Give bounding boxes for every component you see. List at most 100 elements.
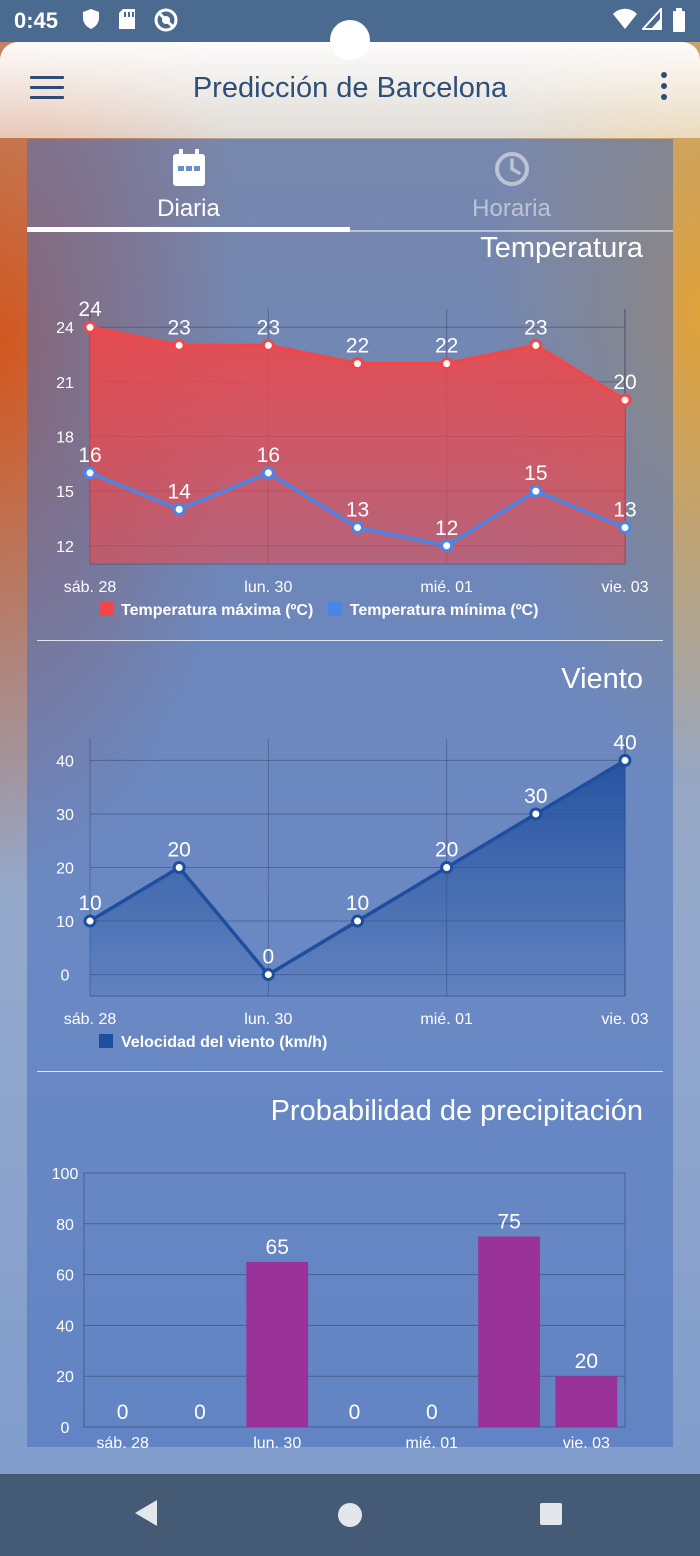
data-label: 24 <box>78 298 102 321</box>
data-point <box>440 539 454 553</box>
forecast-panel: Diaria Horaria Temperatura 12 15 18 21 24 sáb… <box>27 139 673 1452</box>
data-label: 12 <box>435 517 458 540</box>
hamburger-icon-line <box>30 96 64 99</box>
precipitation-bar <box>478 1236 540 1427</box>
series-area-primary <box>90 327 625 564</box>
battery-icon <box>673 8 685 32</box>
wind-legend: Velocidad del viento (km/h) <box>99 1034 327 1052</box>
series-area-primary <box>90 760 625 996</box>
legend-swatch-max <box>99 602 113 616</box>
y-tick-label: 21 <box>56 375 74 392</box>
bar-value-label: 0 <box>426 1401 438 1424</box>
y-tick-label: 30 <box>56 807 74 824</box>
legend-label-max: Temperatura máxima (ºC) <box>121 602 314 619</box>
temperature-title: Temperatura <box>480 232 643 264</box>
tab-hourly-label: Horaria <box>472 195 551 222</box>
y-tick-label: 40 <box>56 1318 74 1335</box>
status-bar: 0:45 <box>0 0 700 42</box>
data-point <box>529 807 543 821</box>
app-header: Predicción de Barcelona <box>0 42 700 138</box>
data-label: 23 <box>167 316 190 339</box>
shield-icon <box>83 9 99 29</box>
y-tick-label: 80 <box>56 1217 74 1234</box>
data-label: 0 <box>262 946 274 969</box>
home-button[interactable] <box>337 1502 363 1528</box>
recents-button[interactable] <box>539 1502 563 1526</box>
x-tick-label: mié. 01 <box>406 1435 459 1452</box>
tab-indicator <box>27 227 350 232</box>
data-point <box>261 968 275 982</box>
signal-icon <box>642 8 662 30</box>
data-point <box>83 320 97 334</box>
precipitation-chart: 0 20 40 60 80 100 0 0 65 0 0 75 20 sáb. 28 lun. 30 mié.… <box>52 1166 626 1452</box>
do-not-disturb-icon <box>154 8 178 32</box>
bar-value-label: 20 <box>575 1350 598 1373</box>
more-options-button[interactable] <box>658 72 670 106</box>
legend-swatch-min <box>327 602 342 616</box>
data-point <box>440 357 454 371</box>
more-vertical-icon-dot <box>661 94 667 100</box>
data-point <box>172 338 186 352</box>
data-point <box>261 466 275 480</box>
menu-button[interactable] <box>30 76 64 104</box>
bar-value-label: 0 <box>194 1401 206 1424</box>
data-label: 15 <box>524 462 547 485</box>
data-label: 20 <box>613 371 636 394</box>
y-tick-label: 20 <box>56 861 74 878</box>
section-divider <box>37 1071 663 1072</box>
data-point <box>618 393 632 407</box>
wind-title: Viento <box>561 663 643 695</box>
bar-value-label: 75 <box>497 1211 520 1234</box>
more-vertical-icon-dot <box>661 83 667 89</box>
data-label: 30 <box>524 785 547 808</box>
legend-label-wind: Velocidad del viento (km/h) <box>121 1034 328 1051</box>
data-label: 10 <box>78 892 101 915</box>
y-tick-label: 12 <box>56 539 74 556</box>
y-tick-label: 0 <box>61 1420 70 1437</box>
tab-divider <box>350 230 673 232</box>
x-tick-label: lun. 30 <box>244 1011 292 1028</box>
temperature-chart: 12 15 18 21 24 sáb. 28 lun. 30 mié. 01 vie. 03 24… <box>56 298 649 596</box>
wifi-icon <box>613 8 637 29</box>
x-tick-label: vie. 03 <box>563 1435 610 1452</box>
data-point <box>172 502 186 516</box>
data-label: 10 <box>346 892 369 915</box>
status-time: 0:45 <box>14 8 59 33</box>
data-point <box>83 914 97 928</box>
x-tick-label: mié. 01 <box>420 579 473 596</box>
data-label: 22 <box>346 335 369 358</box>
data-point <box>172 861 186 874</box>
bar-value-label: 0 <box>349 1401 361 1424</box>
x-tick-label: sáb. 28 <box>96 1435 149 1452</box>
data-label: 16 <box>257 444 280 467</box>
x-tick-label: vie. 03 <box>601 1011 648 1028</box>
x-tick-label: sáb. 28 <box>64 1011 117 1028</box>
data-label: 23 <box>524 316 547 339</box>
data-point <box>351 521 364 535</box>
back-button[interactable] <box>133 1498 159 1528</box>
tab-daily-label: Diaria <box>157 195 220 222</box>
data-point <box>618 753 632 767</box>
data-label: 40 <box>613 731 636 754</box>
data-point <box>261 338 275 352</box>
bar-value-label: 0 <box>117 1401 129 1424</box>
legend-label-min: Temperatura mínima (ºC) <box>349 602 539 619</box>
clock-icon <box>495 152 529 186</box>
x-tick-label: vie. 03 <box>601 579 648 596</box>
data-label: 13 <box>346 499 369 522</box>
page-title: Predicción de Barcelona <box>192 72 508 104</box>
temperature-legend: Temperatura máxima (ºC) Temperatura míni… <box>99 602 538 620</box>
precipitation-bar <box>555 1376 618 1427</box>
data-label: 20 <box>167 839 190 862</box>
precipitation-bar <box>246 1261 309 1427</box>
x-tick-label: sáb. 28 <box>64 579 117 596</box>
data-point <box>529 484 543 498</box>
tab-daily[interactable]: Diaria <box>27 139 350 231</box>
data-point <box>529 338 543 352</box>
tab-hourly[interactable]: Horaria <box>350 139 673 231</box>
sd-card-icon <box>119 9 135 29</box>
data-point <box>440 861 454 874</box>
y-tick-label: 20 <box>56 1369 74 1386</box>
data-label: 22 <box>435 335 458 358</box>
